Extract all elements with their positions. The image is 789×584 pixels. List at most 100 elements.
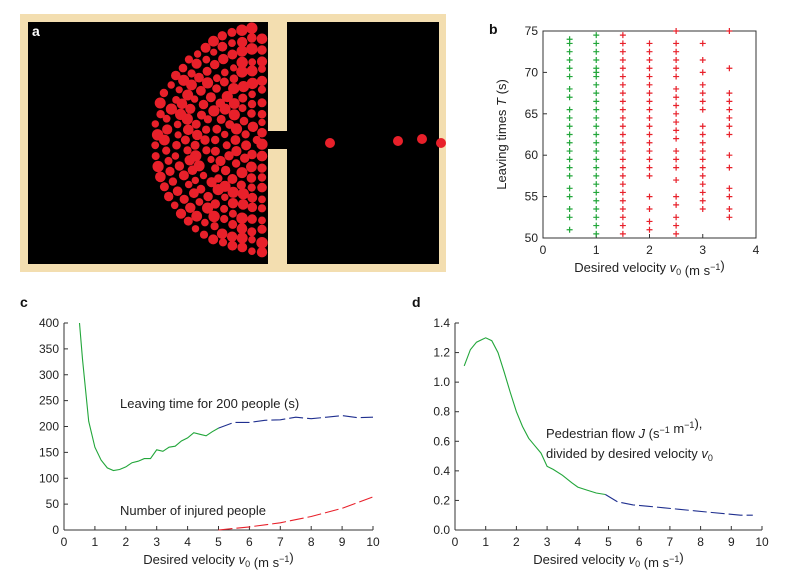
y-tick-label: 65: [525, 107, 539, 121]
axes-d: 0 1 2 3 4 5 6 7 8 9 10 0.0 0.2 0.4 0.6 0.8 1.0 1.2 1.4: [433, 316, 769, 549]
pedestrian: [217, 31, 227, 41]
pedestrian: [257, 45, 267, 55]
y-tick-label: 0.6: [433, 434, 450, 448]
scatter-point: [699, 106, 706, 113]
scatter-point: [699, 40, 706, 47]
y-tick: 0.6: [433, 434, 459, 448]
pedestrian: [248, 90, 256, 99]
pedestrian: [256, 33, 268, 45]
panel-a-right-room: [287, 22, 439, 264]
annotation-flow-line1: Pedestrian flow J (s−1 m−1),: [546, 416, 702, 441]
scatter-point: [673, 56, 680, 63]
scatter-point: [619, 73, 626, 80]
scatter-point: [673, 222, 680, 229]
pedestrian: [393, 136, 403, 146]
pedestrian: [247, 202, 258, 213]
scatter-point: [673, 65, 680, 72]
scatter-point: [646, 81, 653, 88]
pedestrian: [228, 98, 240, 109]
pedestrian: [154, 97, 166, 109]
x-tick-label: 2: [122, 535, 129, 549]
scatter-point: [646, 131, 653, 138]
pedestrian: [325, 138, 335, 148]
scatter-point: [593, 164, 600, 171]
scatter-point: [673, 40, 680, 47]
y-tick: 200: [39, 420, 68, 434]
scatter-point: [593, 48, 600, 55]
pedestrian: [151, 120, 159, 128]
pedestrian: [220, 165, 231, 176]
scatter-point: [619, 230, 626, 237]
pedestrian: [183, 124, 194, 136]
scatter-point: [593, 32, 600, 39]
scatter-point: [726, 114, 733, 121]
scatter-point: [619, 189, 626, 196]
scatter-point: [673, 119, 680, 126]
pedestrian: [199, 230, 209, 239]
y-tick-label: 0.4: [433, 464, 450, 478]
pedestrian: [256, 237, 268, 249]
pedestrian: [210, 48, 218, 56]
pedestrian: [178, 74, 190, 86]
pedestrian: [162, 124, 173, 135]
pedestrian: [168, 177, 178, 186]
scatter-point: [699, 90, 706, 97]
annotation-flow-line2: divided by desired velocity v0: [546, 446, 713, 463]
x-tick: 3: [544, 526, 551, 549]
x-tick: 10: [755, 526, 769, 549]
pedestrian: [246, 77, 259, 90]
x-tick-label: 7: [277, 535, 284, 549]
scatter-point: [673, 94, 680, 101]
x-tick: 8: [308, 526, 315, 549]
scatter-point: [646, 218, 653, 225]
x-tick: 7: [667, 526, 674, 549]
pedestrian: [218, 238, 228, 247]
x-tick-label: 8: [697, 535, 704, 549]
pedestrian: [162, 114, 171, 123]
pedestrian: [185, 103, 196, 114]
y-tick-label: 1.2: [433, 346, 450, 360]
scatter-point: [673, 102, 680, 109]
scatter-point: [619, 206, 626, 213]
y-tick: 60: [525, 148, 547, 162]
pedestrian: [210, 59, 220, 70]
pedestrian: [238, 104, 247, 113]
y-tick: 0.2: [433, 493, 459, 507]
series-line-1: [218, 415, 374, 429]
scatter-point: [566, 148, 573, 155]
pedestrian: [237, 36, 248, 48]
x-tick-label: 6: [636, 535, 643, 549]
y-tick: 300: [39, 368, 68, 382]
scatter-point: [646, 114, 653, 121]
pedestrian: [210, 222, 219, 231]
pedestrian: [237, 242, 248, 253]
pedestrian: [184, 180, 193, 189]
scatter-point: [593, 98, 600, 105]
scatter-point: [673, 127, 680, 134]
pedestrian: [191, 176, 199, 185]
x-tick-label: 8: [308, 535, 315, 549]
scatter-point: [646, 206, 653, 213]
scatter-point: [673, 230, 680, 237]
scatter-point: [566, 85, 573, 92]
scatter-point: [619, 131, 626, 138]
pedestrian: [256, 75, 268, 86]
scatter-point: [566, 214, 573, 221]
scatter-point: [699, 206, 706, 213]
pedestrian: [247, 121, 259, 132]
annotation-leaving-time: Leaving time for 200 people (s): [120, 396, 299, 411]
x-tick: 6: [246, 526, 253, 549]
pedestrian: [228, 39, 236, 47]
x-tick-label: 0: [61, 535, 68, 549]
scatter-point: [673, 110, 680, 117]
pedestrian: [156, 110, 165, 119]
y-tick-label: 60: [525, 148, 539, 162]
pedestrian: [196, 85, 206, 96]
pedestrian: [257, 204, 267, 213]
panel-a-simulation: a: [20, 14, 446, 272]
scatter-point: [646, 65, 653, 72]
scatter-point: [619, 48, 626, 55]
annotation-injured: Number of injured people: [120, 503, 266, 518]
y-tick: 0: [52, 523, 68, 537]
scatter-point: [673, 156, 680, 163]
